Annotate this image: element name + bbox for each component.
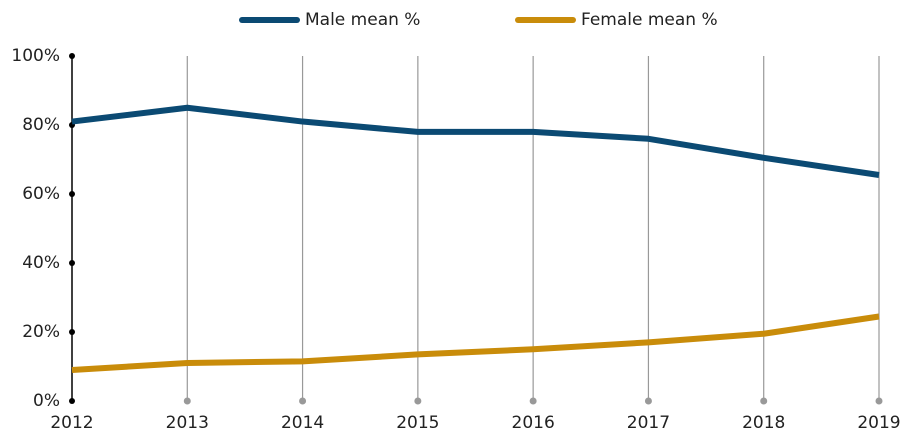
- y-tick-dot: [69, 260, 75, 266]
- line: [71, 104, 880, 178]
- x-tick-dot: [529, 397, 537, 405]
- x-tick-label: 2018: [742, 413, 785, 433]
- line: [71, 313, 880, 373]
- y-tick-label: 40%: [22, 253, 60, 273]
- x-tick-label: 2013: [166, 413, 209, 433]
- x-tick-dot: [875, 397, 883, 405]
- y-tick-dot: [69, 53, 75, 59]
- y-tick-label: 0%: [33, 391, 60, 411]
- x-tick-dot: [760, 397, 768, 405]
- y-tick-label: 60%: [22, 184, 60, 204]
- x-tick-dot: [183, 397, 191, 405]
- y-tick-dot: [69, 329, 75, 335]
- y-tick-label: 20%: [22, 322, 60, 342]
- y-tick-dot: [69, 191, 75, 197]
- x-tick-label: 2014: [281, 413, 324, 433]
- x-tick-dot: [414, 397, 422, 405]
- x-tick-label: 2015: [396, 413, 439, 433]
- x-tick-label: 2016: [512, 413, 555, 433]
- x-tick-label: 2019: [857, 413, 900, 433]
- x-tick-label: 2017: [627, 413, 670, 433]
- legend-label: Female mean %: [581, 10, 718, 30]
- x-tick-label: 2012: [50, 413, 93, 433]
- y-tick-dot: [69, 398, 75, 404]
- legend-label: Male mean %: [305, 10, 420, 30]
- y-tick-label: 80%: [22, 115, 60, 135]
- x-tick-dot: [644, 397, 652, 405]
- x-tick-dot: [299, 397, 307, 405]
- y-tick-label: 100%: [11, 46, 60, 66]
